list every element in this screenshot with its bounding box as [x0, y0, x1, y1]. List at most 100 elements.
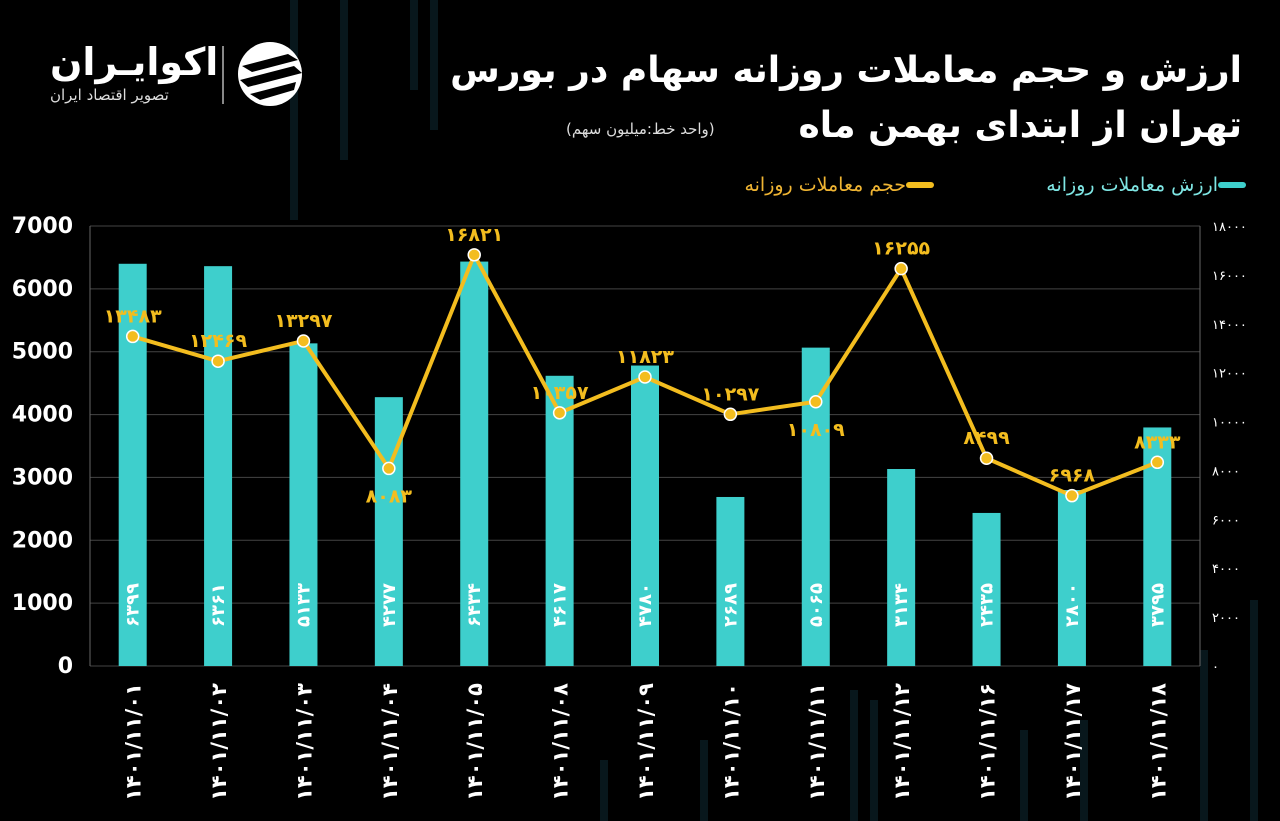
line-value-label: ۸۳۳۳: [1134, 431, 1181, 453]
x-category-label: ۱۴۰۱/۱۱/۰۳: [292, 683, 316, 801]
line-value-label: ۱۰۲۹۷: [701, 383, 759, 405]
decor-candle: [410, 0, 418, 90]
y-left-tick-label: 4000: [12, 403, 73, 428]
decor-candle: [430, 0, 438, 130]
bar: [204, 266, 233, 666]
decor-candle: [600, 760, 608, 821]
x-category-label: ۱۴۰۱/۱۱/۱۷: [1061, 683, 1085, 801]
brand-logo-text: اکوایـران: [50, 40, 219, 84]
x-category-label: ۱۴۰۱/۱۱/۱۶: [976, 683, 1000, 801]
line-point: [467, 248, 481, 262]
legend-swatch-bar: [1218, 182, 1246, 188]
y-left-tick-label: 6000: [12, 277, 73, 302]
bar: [460, 261, 489, 666]
line-value-label: ۱۳۴۸۳: [104, 305, 162, 327]
bar-value-label: ۲۸۰۰: [1062, 583, 1083, 627]
line-point: [552, 406, 567, 420]
bar-value-label: ۶۴۳۴: [464, 583, 485, 627]
decor-candle: [1200, 650, 1208, 821]
x-category-label: ۱۴۰۱/۱۱/۰۸: [549, 683, 573, 801]
line-point: [1065, 488, 1079, 503]
chart-title-line-1: ارزش و حجم معاملات روزانه سهام در بورس: [450, 50, 1242, 91]
bar-value-label: ۶۳۹۹: [123, 583, 144, 627]
y-right-tick-label: ۲۰۰۰: [1212, 611, 1240, 626]
y-left-tick-label: 1000: [12, 591, 73, 616]
legend-label-volume: حجم معاملات روزانه: [744, 174, 906, 196]
y-right-tick-label: ۱۲۰۰۰: [1212, 367, 1247, 382]
bar-value-label: ۴۷۸۰: [635, 583, 656, 627]
bar-value-label: ۳۷۹۵: [1147, 583, 1168, 627]
legend-item-value: ارزش معاملات روزانه: [1046, 174, 1252, 196]
legend-label-value: ارزش معاملات روزانه: [1046, 174, 1218, 196]
line-point: [723, 407, 738, 422]
bar: [887, 469, 916, 666]
brand-tagline: تصویر اقتصاد ایران: [50, 86, 169, 104]
bar-value-label: ۵۱۳۳: [293, 583, 314, 627]
y-right-tick-label: ۱۸۰۰۰: [1212, 220, 1247, 235]
bar-value-label: ۴۶۱۷: [550, 583, 571, 627]
line-value-label: ۸۰۸۳: [366, 485, 413, 507]
legend-item-volume: حجم معاملات روزانه: [744, 174, 940, 196]
x-category-label: ۱۴۰۱/۱۱/۰۲: [207, 683, 231, 801]
bar: [631, 365, 659, 666]
line-point: [638, 370, 652, 384]
x-category-label: ۱۴۰۱/۱۱/۱۰: [719, 683, 743, 801]
line-point: [809, 395, 823, 409]
line-value-label: ۸۴۹۹: [963, 427, 1010, 449]
x-category-label: ۱۴۰۱/۱۱/۰۵: [463, 683, 487, 801]
brand-logo-mark-icon: [238, 42, 302, 106]
y-right-tick-label: ۱۰۰۰۰: [1212, 416, 1247, 431]
bar: [972, 512, 1001, 666]
y-left-tick-label: 2000: [12, 528, 73, 553]
y-right-tick-label: ۸۰۰۰: [1212, 464, 1240, 479]
line-value-label: ۱۰۳۵۷: [531, 382, 589, 404]
line-value-label: ۱۱۸۲۳: [616, 346, 674, 368]
y-right-tick-label: ۴۰۰۰: [1212, 562, 1240, 577]
y-left-tick-label: 5000: [12, 340, 73, 365]
x-category-label: ۱۴۰۱/۱۱/۰۹: [634, 683, 658, 801]
x-category-label: ۱۴۰۱/۱۱/۰۱: [122, 683, 146, 801]
x-category-label: ۱۴۰۱/۱۱/۱۲: [890, 683, 914, 801]
bar-value-label: ۴۲۷۷: [379, 583, 400, 627]
line-point: [125, 329, 140, 344]
legend-swatch-line: [906, 182, 934, 188]
logo-divider: [222, 46, 224, 104]
line-point: [979, 451, 994, 465]
line-point: [211, 354, 225, 368]
decor-candle: [870, 700, 878, 821]
y-left-tick-label: 7000: [12, 214, 73, 239]
decor-candle: [850, 690, 858, 821]
line-value-label: ۶۹۶۸: [1049, 465, 1096, 487]
line-value-label: ۱۶۸۲۱: [445, 224, 503, 246]
line-value-label: ۱۳۲۹۷: [274, 310, 332, 332]
bar-value-label: ۶۳۶۱: [208, 583, 229, 627]
line-point: [1150, 455, 1165, 470]
x-category-label: ۱۴۰۱/۱۱/۰۴: [378, 683, 402, 801]
decor-candle: [340, 0, 348, 160]
bar: [289, 343, 318, 666]
y-right-tick-label: ۱۴۰۰۰: [1212, 318, 1247, 333]
bar-value-label: ۲۴۳۵: [977, 583, 998, 627]
decor-candle: [1250, 600, 1258, 821]
decor-candle: [1020, 730, 1028, 821]
line-point: [296, 334, 311, 348]
decor-candle: [1080, 720, 1088, 821]
line-value-label: ۱۲۴۶۹: [189, 330, 247, 352]
decor-candle: [290, 0, 298, 220]
line-point: [382, 461, 396, 476]
bar-value-label: ۳۱۳۴: [891, 583, 912, 627]
y-right-tick-label: ۰: [1212, 660, 1219, 675]
chart-title-line-2: تهران از ابتدای بهمن ماه: [798, 105, 1243, 146]
unit-note: (واحد خط:میلیون سهم): [566, 120, 715, 138]
x-category-label: ۱۴۰۱/۱۱/۱۸: [1146, 683, 1170, 801]
y-left-tick-label: 3000: [12, 465, 73, 490]
bar-value-label: ۲۶۸۹: [720, 583, 741, 627]
bar-value-label: ۵۰۶۵: [806, 583, 827, 627]
y-right-tick-label: ۱۶۰۰۰: [1212, 269, 1247, 284]
bar: [1057, 490, 1086, 666]
bar: [545, 375, 574, 666]
line-value-label: ۱۶۲۵۵: [872, 238, 930, 260]
bar: [716, 496, 745, 666]
line-point: [894, 261, 908, 276]
